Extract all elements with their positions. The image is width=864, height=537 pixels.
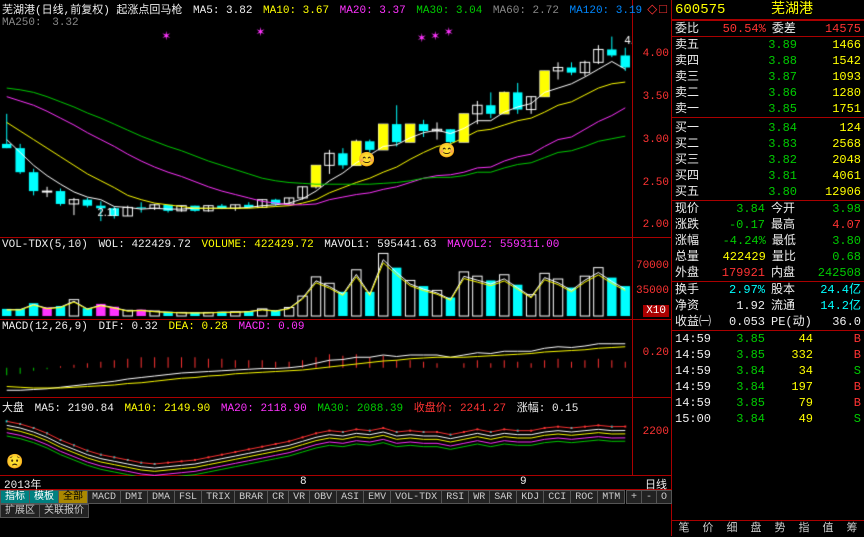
tab-rsi[interactable]: RSI xyxy=(441,490,469,504)
quote-panel: 600575芜湖港 委比50.54%委差14575 卖五3.891466卖四3.… xyxy=(672,0,864,536)
volume-pane[interactable]: VOL-TDX(5,10) WOL: 422429.72 VOLUME: 422… xyxy=(0,238,671,320)
time-axis: 2013年 8 9 日线 xyxy=(0,476,671,490)
tab-brar[interactable]: BRAR xyxy=(234,490,268,504)
tab-vol-tdx[interactable]: VOL-TDX xyxy=(390,490,442,504)
sad-icon: 😟 xyxy=(6,454,23,471)
tab-asi[interactable]: ASI xyxy=(336,490,364,504)
smiley-icon: 😊 xyxy=(358,152,375,169)
tab-kdj[interactable]: KDJ xyxy=(516,490,544,504)
candle-pane[interactable]: 芜湖港(日线,前复权) 起涨点回马枪 MA5: 3.82 MA10: 3.67 … xyxy=(0,0,671,238)
right-foot-tabs[interactable]: 笔价细盘势指值筹 xyxy=(672,520,864,536)
tab-扩展区[interactable]: 扩展区 xyxy=(0,504,40,518)
tab-cr[interactable]: CR xyxy=(267,490,289,504)
index-pane[interactable]: 大盘 MA5: 2190.84 MA10: 2149.90 MA20: 2118… xyxy=(0,398,671,476)
tab-fsl[interactable]: FSL xyxy=(174,490,202,504)
tab-vr[interactable]: VR xyxy=(288,490,310,504)
tab-macd[interactable]: MACD xyxy=(87,490,121,504)
tab-模板[interactable]: 模板 xyxy=(29,490,59,504)
tab-全部[interactable]: 全部 xyxy=(58,490,88,504)
tab-dma[interactable]: DMA xyxy=(147,490,175,504)
tab-dmi[interactable]: DMI xyxy=(120,490,148,504)
indicator-tabs: 指标模板全部MACDDMIDMAFSLTRIXBRARCRVROBVASIEMV… xyxy=(0,490,671,518)
tab-关联报价[interactable]: 关联报价 xyxy=(39,504,89,518)
smiley-icon: 😊 xyxy=(438,143,455,160)
tab-emv[interactable]: EMV xyxy=(363,490,391,504)
tab-sar[interactable]: SAR xyxy=(489,490,517,504)
macd-pane[interactable]: MACD(12,26,9) DIF: 0.32 DEA: 0.28 MACD: … xyxy=(0,320,671,398)
candle-header: 芜湖港(日线,前复权) 起涨点回马枪 MA5: 3.82 MA10: 3.67 … xyxy=(2,1,650,29)
tab-roc[interactable]: ROC xyxy=(570,490,598,504)
stock-name[interactable]: 芜湖港 xyxy=(768,0,864,19)
index-header: 大盘 MA5: 2190.84 MA10: 2149.90 MA20: 2118… xyxy=(2,399,582,415)
tab-cci[interactable]: CCI xyxy=(543,490,571,504)
tab-obv[interactable]: OBV xyxy=(309,490,337,504)
stock-code[interactable]: 600575 xyxy=(672,0,768,19)
tab-trix[interactable]: TRIX xyxy=(201,490,235,504)
macd-header: MACD(12,26,9) DIF: 0.32 DEA: 0.28 MACD: … xyxy=(2,321,309,333)
volume-header: VOL-TDX(5,10) WOL: 422429.72 VOLUME: 422… xyxy=(2,239,563,251)
tab-指标[interactable]: 指标 xyxy=(0,490,30,504)
tab-wr[interactable]: WR xyxy=(468,490,490,504)
tab-mtm[interactable]: MTM xyxy=(597,490,625,504)
